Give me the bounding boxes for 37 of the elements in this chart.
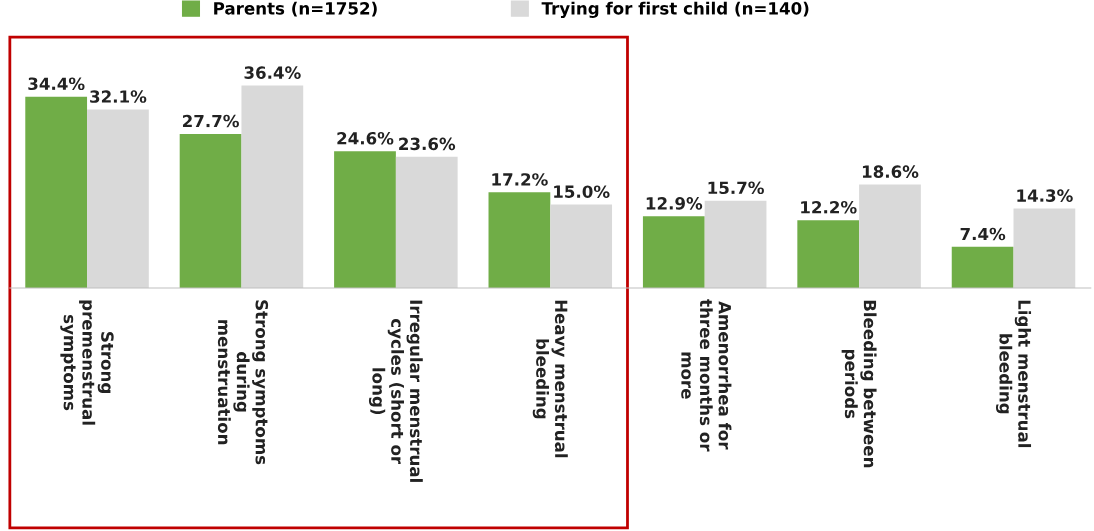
- legend-label: Parents (n=1752): [214, 1, 377, 17]
- bar: [797, 220, 860, 288]
- bar: [334, 151, 396, 288]
- bar: [179, 133, 242, 288]
- data-label: 14.3%: [1017, 189, 1073, 202]
- bar: [951, 246, 1014, 288]
- x-tick-label: Bleeding between periods: [841, 300, 877, 468]
- x-tick-label: Amenorrhea for three months or more: [681, 299, 732, 452]
- data-label: 36.4%: [244, 66, 301, 79]
- bar: [241, 85, 304, 288]
- data-label: 27.7%: [182, 114, 239, 128]
- bar: [642, 216, 705, 288]
- data-label: 24.6%: [337, 131, 394, 145]
- bar: [488, 192, 551, 288]
- bar: [25, 96, 88, 288]
- data-label: 7.4%: [960, 227, 1006, 241]
- x-tick-label: Heavy menstrual bleeding: [532, 300, 568, 458]
- bar: [395, 156, 458, 288]
- x-tick-label: Strong symptoms during menstruation: [217, 300, 269, 465]
- bar: [550, 204, 613, 288]
- bar: [859, 184, 921, 288]
- data-label: 23.6%: [399, 137, 456, 151]
- data-label: 15.0%: [554, 185, 610, 198]
- data-label: 15.7%: [708, 181, 764, 195]
- bar: [1013, 208, 1076, 288]
- data-label: 32.1%: [90, 90, 147, 103]
- data-label: 18.6%: [862, 165, 919, 178]
- x-tick-label: Light menstrual bleeding: [995, 300, 1032, 448]
- data-label: 34.4%: [28, 77, 85, 91]
- bar: [704, 200, 767, 288]
- data-label: 12.9%: [646, 197, 703, 210]
- data-label: 12.2%: [801, 200, 857, 214]
- x-tick-label: Strong premenstrual symptoms: [60, 300, 114, 425]
- legend-label: Trying for first child (n=140): [541, 1, 809, 18]
- x-tick-label: Irregular menstrual cycles (short or long): [368, 300, 423, 482]
- bar: [87, 109, 149, 288]
- data-label: 17.2%: [492, 173, 548, 186]
